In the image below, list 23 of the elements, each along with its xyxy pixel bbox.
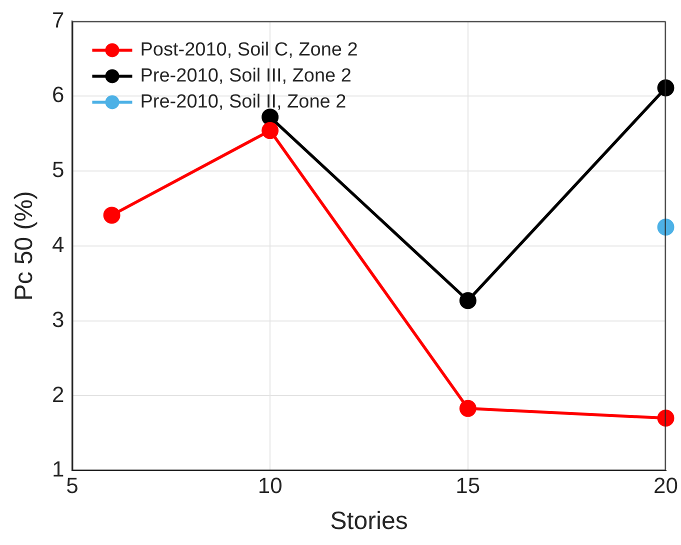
point	[459, 292, 476, 310]
y-tick-label: 6	[52, 82, 64, 108]
point	[657, 410, 674, 427]
point	[262, 108, 279, 126]
y-tick-label: 3	[52, 306, 64, 332]
legend-label: Pre-2010, Soil III, Zone 2	[140, 65, 352, 86]
y-tick-label: 2	[52, 382, 64, 407]
x-tick-label: 10	[258, 472, 282, 498]
y-tick-label: 7	[52, 7, 64, 32]
x-tick-label: 20	[654, 472, 678, 498]
point	[103, 206, 120, 224]
point	[262, 122, 279, 140]
y-tick-label: 5	[52, 157, 64, 182]
point	[657, 79, 674, 96]
legend-label: Pre-2010, Soil II, Zone 2	[140, 91, 346, 112]
point	[459, 400, 476, 417]
legend-label: Post-2010, Soil C, Zone 2	[140, 39, 358, 60]
point	[657, 218, 674, 236]
x-tick-label: 15	[456, 472, 480, 498]
y-tick-label: 4	[52, 232, 64, 257]
y-axis-title: Pc 50 (%)	[10, 191, 38, 301]
x-axis-title: Stories	[330, 506, 408, 535]
y-tick-label: 1	[52, 456, 64, 482]
